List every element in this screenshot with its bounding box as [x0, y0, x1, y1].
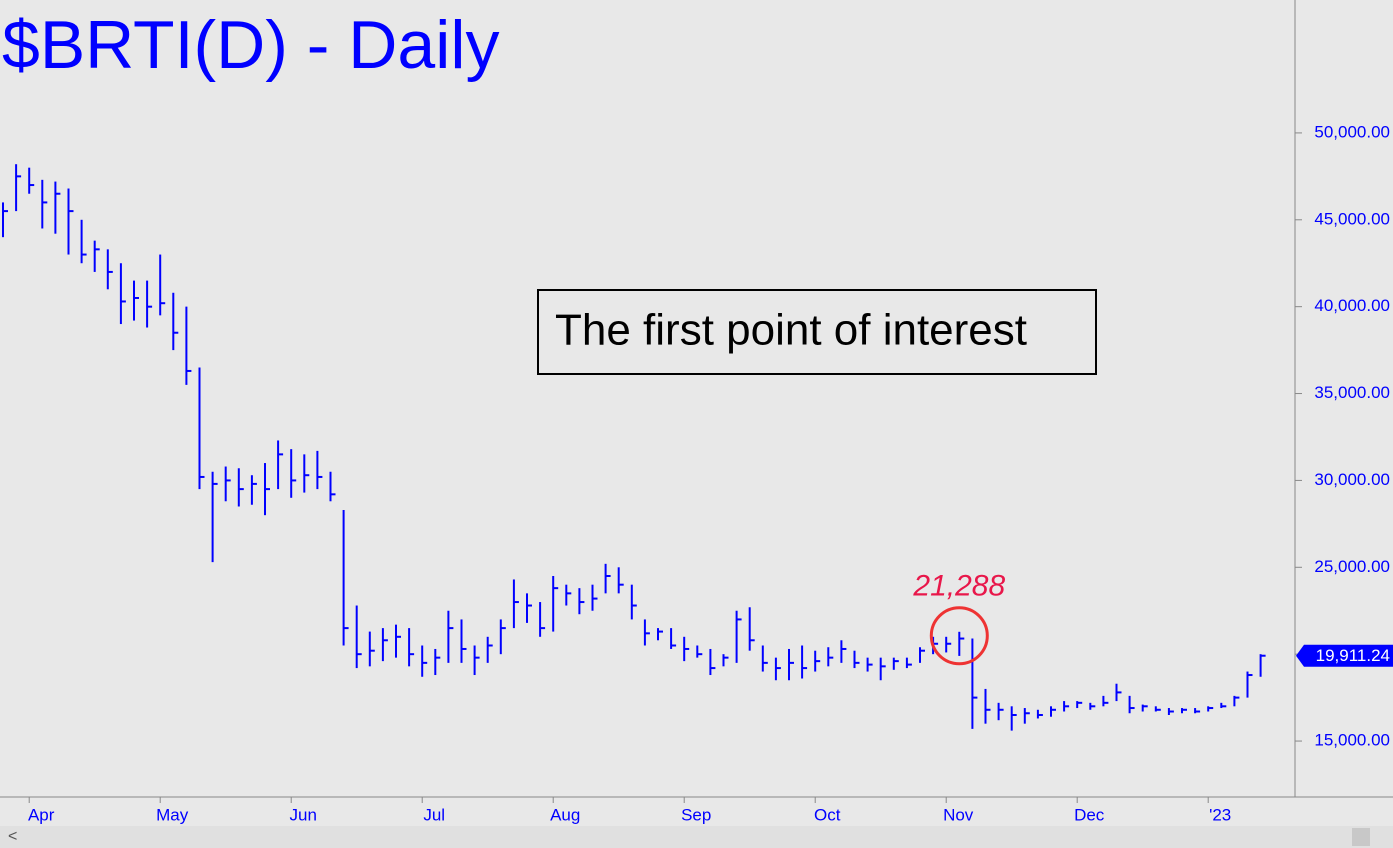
- y-tick-label: 40,000.00: [1314, 296, 1390, 315]
- y-tick-label: 50,000.00: [1314, 122, 1390, 141]
- x-tick-label: Apr: [28, 805, 55, 824]
- annotation-box: [537, 289, 1097, 375]
- x-tick-label: Dec: [1074, 805, 1105, 824]
- x-tick-label: Oct: [814, 805, 841, 824]
- x-tick-label: May: [156, 805, 189, 824]
- x-tick-label: '23: [1209, 805, 1231, 824]
- scroll-thumb[interactable]: [1352, 828, 1370, 846]
- x-tick-label: Jun: [289, 805, 316, 824]
- price-tag-label: 19,911.24: [1316, 646, 1390, 665]
- highlight-circle: [929, 606, 989, 666]
- scrollbar[interactable]: [0, 826, 1393, 848]
- scroll-left[interactable]: <: [8, 828, 17, 845]
- y-tick-label: 15,000.00: [1314, 731, 1390, 750]
- y-tick-label: 25,000.00: [1314, 557, 1390, 576]
- y-tick-label: 35,000.00: [1314, 383, 1390, 402]
- y-tick-label: 45,000.00: [1314, 209, 1390, 228]
- y-tick-label: 30,000.00: [1314, 470, 1390, 489]
- chart-title: $BRTI(D) - Daily: [2, 7, 499, 83]
- x-tick-label: Sep: [681, 805, 711, 824]
- x-tick-label: Jul: [423, 805, 445, 824]
- x-tick-label: Nov: [943, 805, 974, 824]
- annotation-text: The first point of interest: [555, 306, 1027, 355]
- x-tick-label: Aug: [550, 805, 580, 824]
- price-tag: [1296, 644, 1393, 667]
- highlight-label: 21,288: [912, 570, 1005, 603]
